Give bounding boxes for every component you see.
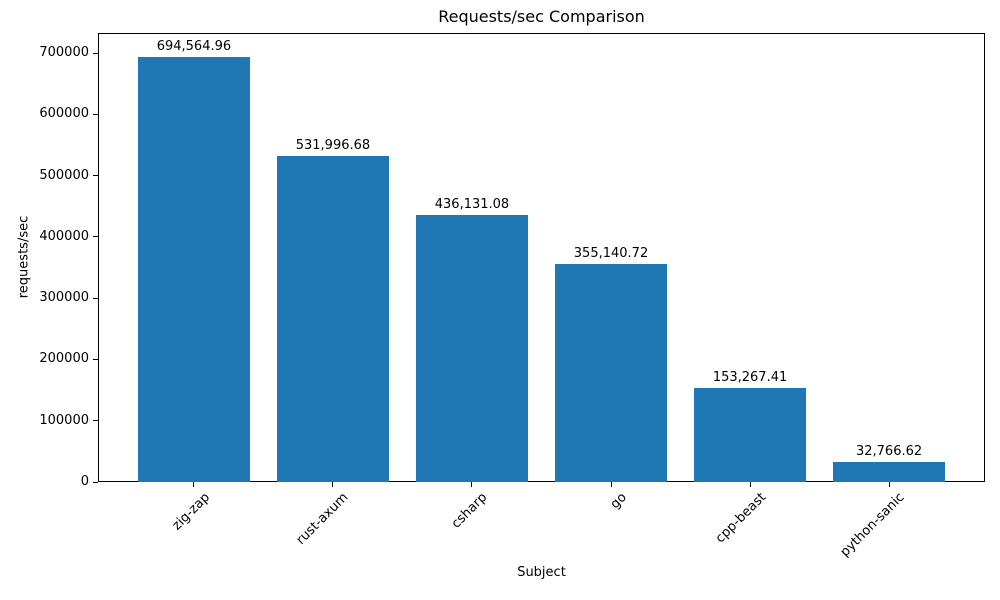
y-tick-mark xyxy=(93,113,98,115)
x-tick-mark xyxy=(888,482,890,487)
y-tick-label: 0 xyxy=(80,474,89,489)
x-tick-label: zig-zap xyxy=(169,490,213,534)
bar-python-sanic xyxy=(833,461,945,482)
y-tick-label: 400000 xyxy=(39,228,89,244)
bar-value-label: 355,140.72 xyxy=(573,246,649,262)
bar-value-label: 531,996.68 xyxy=(295,138,371,154)
x-tick-label: cpp-beast xyxy=(712,490,769,547)
x-tick-mark xyxy=(471,482,473,487)
y-tick-label: 500000 xyxy=(39,167,89,183)
y-tick-label: 200000 xyxy=(39,351,89,367)
y-tick-mark xyxy=(93,175,98,177)
x-tick-label: go xyxy=(607,490,630,513)
x-tick-mark xyxy=(610,482,612,487)
bar-value-label: 436,131.08 xyxy=(434,196,510,212)
bar-csharp xyxy=(416,214,528,482)
bar-value-label: 153,267.41 xyxy=(712,370,788,386)
bar-value-label: 32,766.62 xyxy=(855,443,923,459)
bar-go xyxy=(555,264,667,482)
bar-value-label: 694,564.96 xyxy=(156,38,232,54)
x-tick-label: python-sanic xyxy=(837,490,908,560)
y-tick-mark xyxy=(93,297,98,299)
x-tick-mark xyxy=(332,482,334,487)
x-tick-mark xyxy=(193,482,195,487)
y-tick-label: 700000 xyxy=(39,45,89,61)
bar-cpp-beast xyxy=(694,388,806,482)
y-tick-mark xyxy=(93,358,98,360)
x-tick-mark xyxy=(749,482,751,487)
bar-rust-axum xyxy=(277,156,389,482)
y-tick-mark xyxy=(93,236,98,238)
x-tick-label: rust-axum xyxy=(293,490,352,548)
chart-title: Requests/sec Comparison xyxy=(438,7,645,26)
y-tick-label: 300000 xyxy=(39,290,89,306)
y-axis-label: requests/sec xyxy=(16,215,32,299)
bar-zig-zap xyxy=(138,56,250,482)
x-axis-label: Subject xyxy=(517,565,566,580)
y-tick-label: 600000 xyxy=(39,106,89,122)
x-tick-label: csharp xyxy=(449,490,491,532)
y-tick-label: 100000 xyxy=(39,412,89,428)
y-tick-mark xyxy=(93,481,98,483)
y-tick-mark xyxy=(93,52,98,54)
y-tick-mark xyxy=(93,420,98,422)
